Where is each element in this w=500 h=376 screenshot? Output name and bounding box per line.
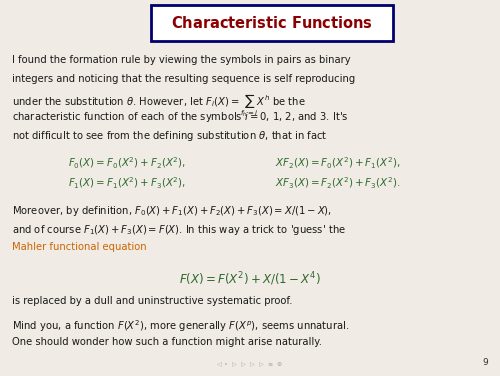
Text: $F(X) = F(X^2) + X/(1-X^4)$: $F(X) = F(X^2) + X/(1-X^4)$ [179,270,321,288]
Text: $\mathbf{Characteristic\ Functions}$: $\mathbf{Characteristic\ Functions}$ [171,15,373,31]
Text: One should wonder how such a function might arise naturally.: One should wonder how such a function mi… [12,337,322,347]
Text: I found the formation rule by viewing the symbols in pairs as binary: I found the formation rule by viewing th… [12,55,350,65]
Text: and of course $F_1(X)+F_3(X) = F(X)$. In this way a trick to 'guess' the: and of course $F_1(X)+F_3(X) = F(X)$. In… [12,223,346,237]
Text: 9: 9 [482,358,488,367]
FancyBboxPatch shape [151,5,393,41]
Text: Mind you, a function $F(X^2)$, more generally $F(X^p)$, seems unnatural.: Mind you, a function $F(X^2)$, more gene… [12,318,349,334]
Text: not difficult to see from the defining substitution $\theta$, that in fact: not difficult to see from the defining s… [12,129,328,143]
Text: Moreover, by definition, $F_0(X)+F_1(X)+F_2(X)+F_3(X) = X/(1-X)$,: Moreover, by definition, $F_0(X)+F_1(X)+… [12,205,332,218]
Text: is replaced by a dull and uninstructive systematic proof.: is replaced by a dull and uninstructive … [12,296,292,306]
Text: Mahler functional equation: Mahler functional equation [12,241,146,252]
Text: $\lhd\;\circ\;\rhd\;\rhd\;\rhd\;\rhd\;\equiv\;\circledast$: $\lhd\;\circ\;\rhd\;\rhd\;\rhd\;\rhd\;\e… [216,361,284,369]
Text: $XF_3(X) = F_2(X^2) + F_3(X^2).$: $XF_3(X) = F_2(X^2) + F_3(X^2).$ [275,176,400,191]
Text: characteristic function of each of the symbols $i = 0$, 1, 2, and 3. It's: characteristic function of each of the s… [12,111,348,124]
Text: under the substitution $\theta$. However, let $F_i(X) = \sum_{f_h=i} X^h$ be the: under the substitution $\theta$. However… [12,92,306,119]
Text: integers and noticing that the resulting sequence is self reproducing: integers and noticing that the resulting… [12,73,355,83]
Text: $F_1(X) = F_1(X^2) + F_3(X^2),$: $F_1(X) = F_1(X^2) + F_3(X^2),$ [68,176,186,191]
Text: $F_0(X) = F_0(X^2) + F_2(X^2),$: $F_0(X) = F_0(X^2) + F_2(X^2),$ [68,156,186,171]
Text: $XF_2(X) = F_0(X^2) + F_1(X^2),$: $XF_2(X) = F_0(X^2) + F_1(X^2),$ [275,156,400,171]
